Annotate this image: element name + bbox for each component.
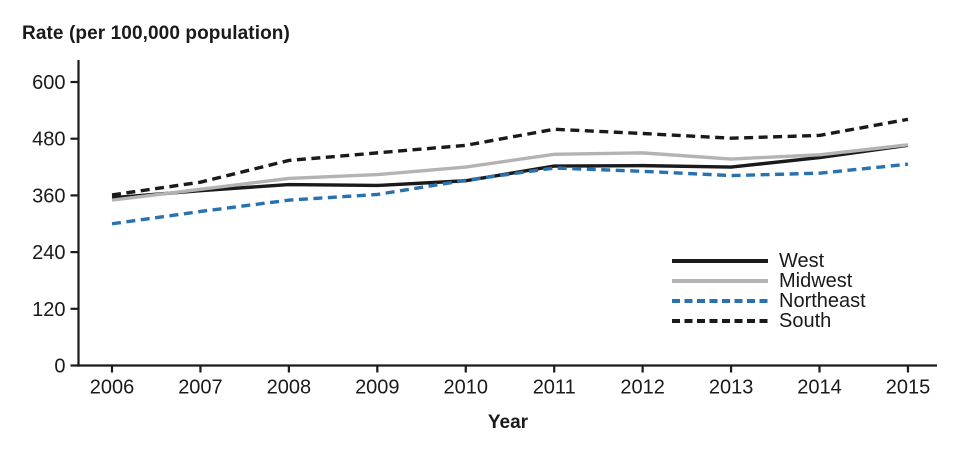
legend-item-northeast: Northeast bbox=[672, 291, 866, 311]
legend-label-northeast: Northeast bbox=[779, 290, 866, 312]
x-tick-label: 2014 bbox=[797, 377, 842, 399]
x-tick-label: 2015 bbox=[886, 377, 931, 399]
northeast-line-swatch bbox=[672, 299, 768, 303]
series-line-midwest bbox=[111, 143, 909, 202]
x-tick-label: 2008 bbox=[267, 377, 312, 399]
x-tick-label: 2007 bbox=[178, 377, 223, 399]
south-line-swatch bbox=[672, 319, 768, 323]
y-tick-label: 0 bbox=[54, 356, 65, 378]
y-tick-label: 240 bbox=[32, 242, 65, 264]
chart-title: Rate (per 100,000 population) bbox=[22, 23, 290, 44]
legend-label-west: West bbox=[779, 250, 825, 272]
y-tick-label: 480 bbox=[32, 129, 65, 151]
y-tick-label: 120 bbox=[32, 299, 65, 321]
west-line-swatch bbox=[672, 259, 768, 263]
x-tick-label: 2009 bbox=[355, 377, 400, 399]
midwest-line-swatch bbox=[672, 279, 768, 283]
x-tick-label: 2012 bbox=[620, 377, 665, 399]
legend-item-midwest: Midwest bbox=[672, 271, 866, 291]
legend-item-west: West bbox=[672, 251, 866, 271]
legend-label-midwest: Midwest bbox=[779, 270, 853, 292]
legend-label-south: South bbox=[779, 310, 832, 332]
y-tick-label: 600 bbox=[32, 72, 65, 94]
legend: West Midwest Northeast South bbox=[672, 251, 866, 331]
x-tick-label: 2010 bbox=[444, 377, 489, 399]
x-axis-title: Year bbox=[487, 412, 529, 433]
series-line-south bbox=[111, 117, 909, 197]
x-tick-label: 2013 bbox=[709, 377, 754, 399]
legend-item-south: South bbox=[672, 311, 866, 331]
x-tick-label: 2011 bbox=[533, 377, 576, 399]
series-line-northeast bbox=[111, 162, 909, 226]
y-tick-label: 360 bbox=[32, 185, 65, 207]
x-tick-label: 2006 bbox=[90, 377, 135, 399]
series-line-west bbox=[111, 143, 909, 200]
